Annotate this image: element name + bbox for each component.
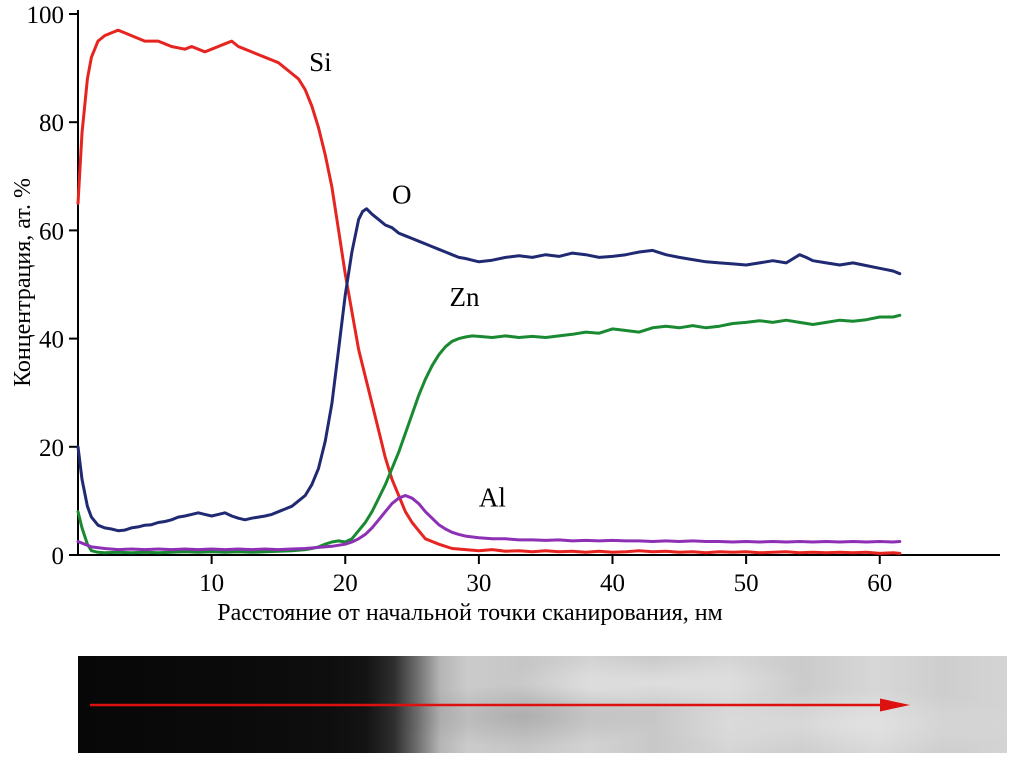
- y-tick-label: 100: [27, 2, 65, 29]
- scan-arrow-head-icon: [880, 698, 910, 712]
- x-tick-label: 30: [466, 570, 491, 597]
- series-line-al: [76, 494, 902, 552]
- x-axis-title: Расстояние от начальной точки сканирован…: [217, 600, 723, 626]
- y-tick-label: 60: [39, 218, 64, 245]
- x-tick-label: 10: [199, 570, 224, 597]
- series-label-zn: Zn: [449, 282, 479, 312]
- concentration-chart: 10 20 30 40 50 60 0 20 40 60 80 100 Si O Zn Al: [27, 2, 1000, 597]
- series-label-al: Al: [479, 482, 506, 512]
- y-tick-label: 40: [39, 327, 64, 354]
- series-line-si: [76, 28, 902, 555]
- x-tick-label: 50: [734, 570, 759, 597]
- x-tick-label: 60: [867, 570, 892, 597]
- y-tick-label: 20: [39, 435, 64, 462]
- y-tick-label: 80: [39, 110, 64, 137]
- x-tick-label: 40: [600, 570, 625, 597]
- y-tick-label: 0: [52, 543, 65, 570]
- sem-micrograph-strip: [78, 656, 1007, 753]
- series-line-zn: [76, 313, 902, 555]
- x-tick-label: 20: [333, 570, 358, 597]
- y-axis-title: Концентрация, ат. %: [0, 0, 46, 565]
- y-axis-title-text: Концентрация, ат. %: [9, 178, 36, 387]
- series-line-o: [76, 207, 902, 533]
- series-label-o: O: [392, 179, 412, 209]
- scan-arrow: [90, 698, 910, 712]
- series-label-si: Si: [309, 47, 332, 77]
